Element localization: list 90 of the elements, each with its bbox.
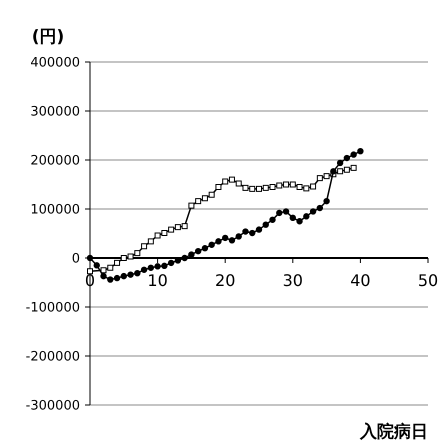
point — [242, 184, 248, 191]
point — [161, 262, 168, 270]
point — [154, 232, 161, 238]
point — [316, 175, 323, 182]
point — [310, 183, 316, 190]
point — [310, 208, 316, 215]
point — [168, 260, 174, 266]
point — [336, 160, 344, 166]
x-tick-label: 10 — [147, 271, 168, 290]
point — [208, 192, 215, 198]
point — [303, 213, 310, 220]
y-axis-title: (円) — [32, 27, 64, 47]
point — [290, 182, 296, 188]
point — [228, 176, 235, 183]
point — [215, 184, 222, 190]
point — [276, 182, 282, 188]
point — [168, 226, 174, 233]
point — [256, 226, 262, 233]
point — [282, 208, 290, 215]
y-tick-label: 100000 — [30, 202, 80, 218]
point — [140, 266, 148, 273]
point — [94, 262, 100, 269]
point — [208, 242, 215, 248]
x-tick-label: 40 — [350, 271, 371, 290]
point — [114, 274, 120, 282]
point — [262, 221, 269, 228]
point — [290, 214, 296, 222]
y-tick-label: -300000 — [26, 398, 80, 414]
point — [174, 224, 181, 230]
point — [134, 250, 140, 256]
point — [256, 186, 262, 192]
point — [134, 270, 141, 276]
point — [276, 210, 282, 216]
point — [128, 254, 134, 260]
point — [357, 148, 364, 154]
point — [344, 166, 350, 173]
point — [337, 168, 344, 174]
x-tick-label: 30 — [282, 271, 303, 290]
y-tick-label: 0 — [72, 252, 80, 267]
point — [350, 164, 357, 171]
point — [127, 271, 134, 278]
point — [181, 254, 188, 262]
point — [344, 154, 350, 162]
point — [107, 276, 114, 283]
point — [262, 184, 269, 191]
point — [114, 260, 120, 266]
point — [161, 230, 168, 236]
point — [303, 185, 310, 192]
y-tick-label: -100000 — [26, 300, 80, 316]
point — [120, 272, 127, 280]
point — [202, 195, 208, 202]
point — [195, 198, 202, 204]
point — [202, 245, 208, 252]
point — [222, 178, 228, 185]
y-tick-label: 300000 — [30, 104, 80, 120]
y-tick-label: 400000 — [30, 56, 80, 71]
point — [236, 233, 242, 240]
point — [323, 198, 330, 204]
point — [296, 184, 303, 190]
point — [107, 264, 114, 271]
x-tick-label: 20 — [215, 271, 236, 290]
point — [296, 218, 303, 224]
point — [249, 230, 256, 236]
point — [188, 202, 194, 209]
point — [222, 234, 228, 242]
y-tick-label: 200000 — [30, 154, 80, 169]
point — [236, 180, 242, 187]
point — [350, 151, 357, 158]
point — [154, 263, 161, 270]
point — [100, 272, 107, 280]
point — [324, 173, 330, 180]
point — [269, 216, 276, 223]
point — [228, 237, 236, 244]
point — [148, 238, 154, 244]
point — [316, 204, 324, 212]
point — [215, 238, 222, 245]
point — [148, 264, 154, 271]
point — [283, 182, 290, 188]
y-tick-label: -200000 — [26, 350, 80, 365]
x-tick-label: 50 — [418, 271, 438, 290]
point — [141, 243, 148, 250]
point — [120, 255, 127, 261]
point — [242, 228, 249, 235]
point — [182, 223, 188, 230]
point — [270, 184, 276, 190]
point — [194, 248, 202, 254]
point — [188, 251, 195, 258]
point — [330, 168, 337, 174]
point — [249, 186, 256, 192]
x-axis-title: 入院病日 — [359, 422, 428, 442]
